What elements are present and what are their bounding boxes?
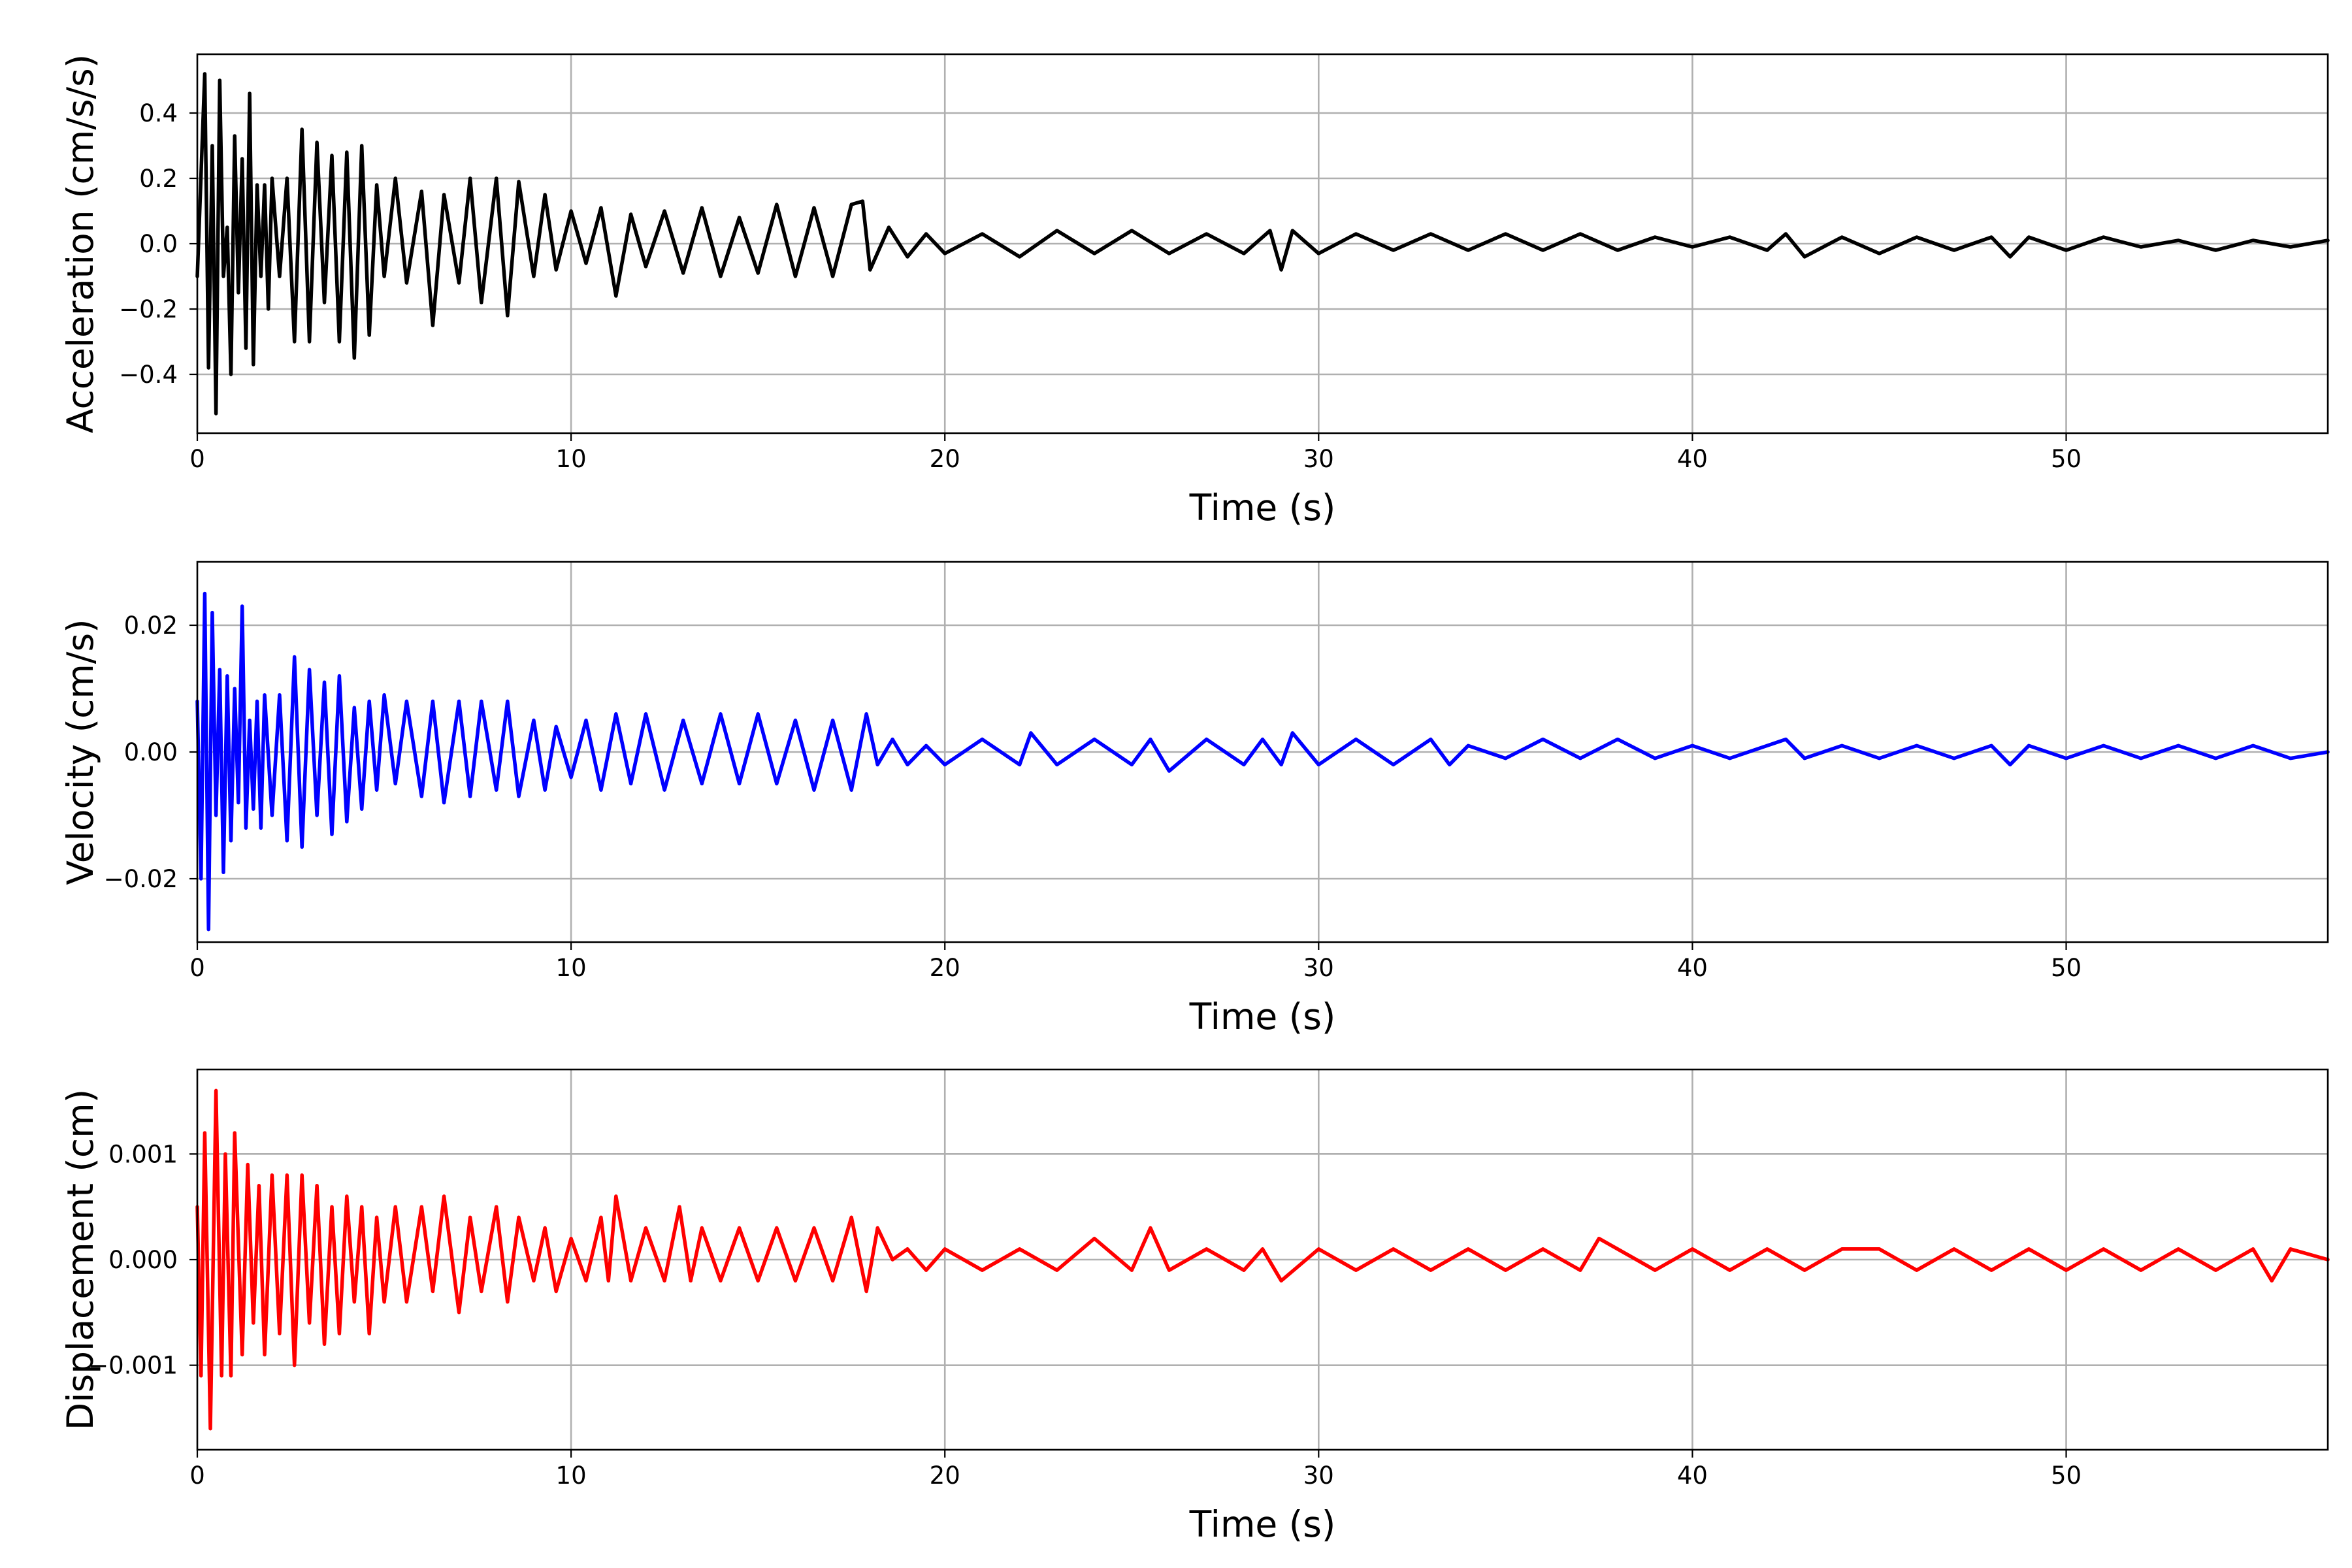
displacement-x-tick-label-2: 20 xyxy=(930,1462,960,1490)
displacement-x-tick-label-1: 10 xyxy=(556,1462,587,1490)
acceleration-y-tick-label-1: −0.2 xyxy=(119,295,178,323)
velocity-y-axis-label: Velocity (cm/s) xyxy=(59,619,101,885)
acceleration-x-tick-label-0: 0 xyxy=(189,445,205,473)
velocity-y-tick-label-1: 0.00 xyxy=(124,738,178,766)
velocity-y-tick-label-2: 0.02 xyxy=(124,612,178,640)
acceleration-x-tick-label-1: 10 xyxy=(556,445,587,473)
displacement-x-tick-label-4: 40 xyxy=(1677,1462,1708,1490)
velocity-x-tick-label-0: 0 xyxy=(189,954,205,982)
acceleration-y-tick-label-2: 0.0 xyxy=(139,230,178,258)
velocity-x-tick-label-5: 50 xyxy=(2051,954,2082,982)
displacement-y-tick-label-1: 0.000 xyxy=(108,1246,178,1274)
panel-velocity: 0 10 20 30 40 50 −0.02 0.00 0.02 Time (s) Velocity… xyxy=(59,561,2330,1037)
displacement-y-axis-label: Displacement (cm) xyxy=(59,1089,101,1430)
velocity-series-line xyxy=(195,591,2330,932)
displacement-x-tick-label-3: 30 xyxy=(1303,1462,1334,1490)
panel-acceleration: 0 10 20 30 40 50 −0.4 −0.2 0.0 0.2 0.4 Time (s) Acce… xyxy=(59,53,2330,529)
panel-displacement: 0 10 20 30 40 50 −0.001 0.000 0.001 Time (s) Displ… xyxy=(59,1068,2330,1545)
acceleration-y-tick-label-0: −0.4 xyxy=(119,361,178,389)
velocity-x-tick-label-3: 30 xyxy=(1303,954,1334,982)
velocity-x-tick-label-2: 20 xyxy=(930,954,960,982)
velocity-x-tick-label-4: 40 xyxy=(1677,954,1708,982)
acceleration-x-tick-label-4: 40 xyxy=(1677,445,1708,473)
acceleration-y-tick-label-3: 0.2 xyxy=(139,165,178,193)
acceleration-series-line xyxy=(195,72,2330,416)
acceleration-x-tick-label-5: 50 xyxy=(2051,445,2082,473)
acceleration-y-tick-label-4: 0.4 xyxy=(139,99,178,127)
displacement-x-tick-label-0: 0 xyxy=(189,1462,205,1490)
displacement-x-axis-label: Time (s) xyxy=(1189,1503,1336,1545)
acceleration-x-tick-label-2: 20 xyxy=(930,445,960,473)
velocity-x-tick-label-1: 10 xyxy=(556,954,587,982)
velocity-y-tick-label-0: −0.02 xyxy=(104,865,178,893)
displacement-series-line xyxy=(195,1088,2330,1431)
acceleration-x-tick-label-3: 30 xyxy=(1303,445,1334,473)
displacement-x-tick-label-5: 50 xyxy=(2051,1462,2082,1490)
velocity-x-axis-label: Time (s) xyxy=(1189,996,1336,1037)
acceleration-y-axis-label: Acceleration (cm/s/s) xyxy=(59,54,101,433)
acceleration-x-axis-label: Time (s) xyxy=(1189,487,1336,529)
displacement-y-tick-label-2: 0.001 xyxy=(108,1140,178,1168)
displacement-y-tick-label-0: −0.001 xyxy=(88,1352,178,1380)
